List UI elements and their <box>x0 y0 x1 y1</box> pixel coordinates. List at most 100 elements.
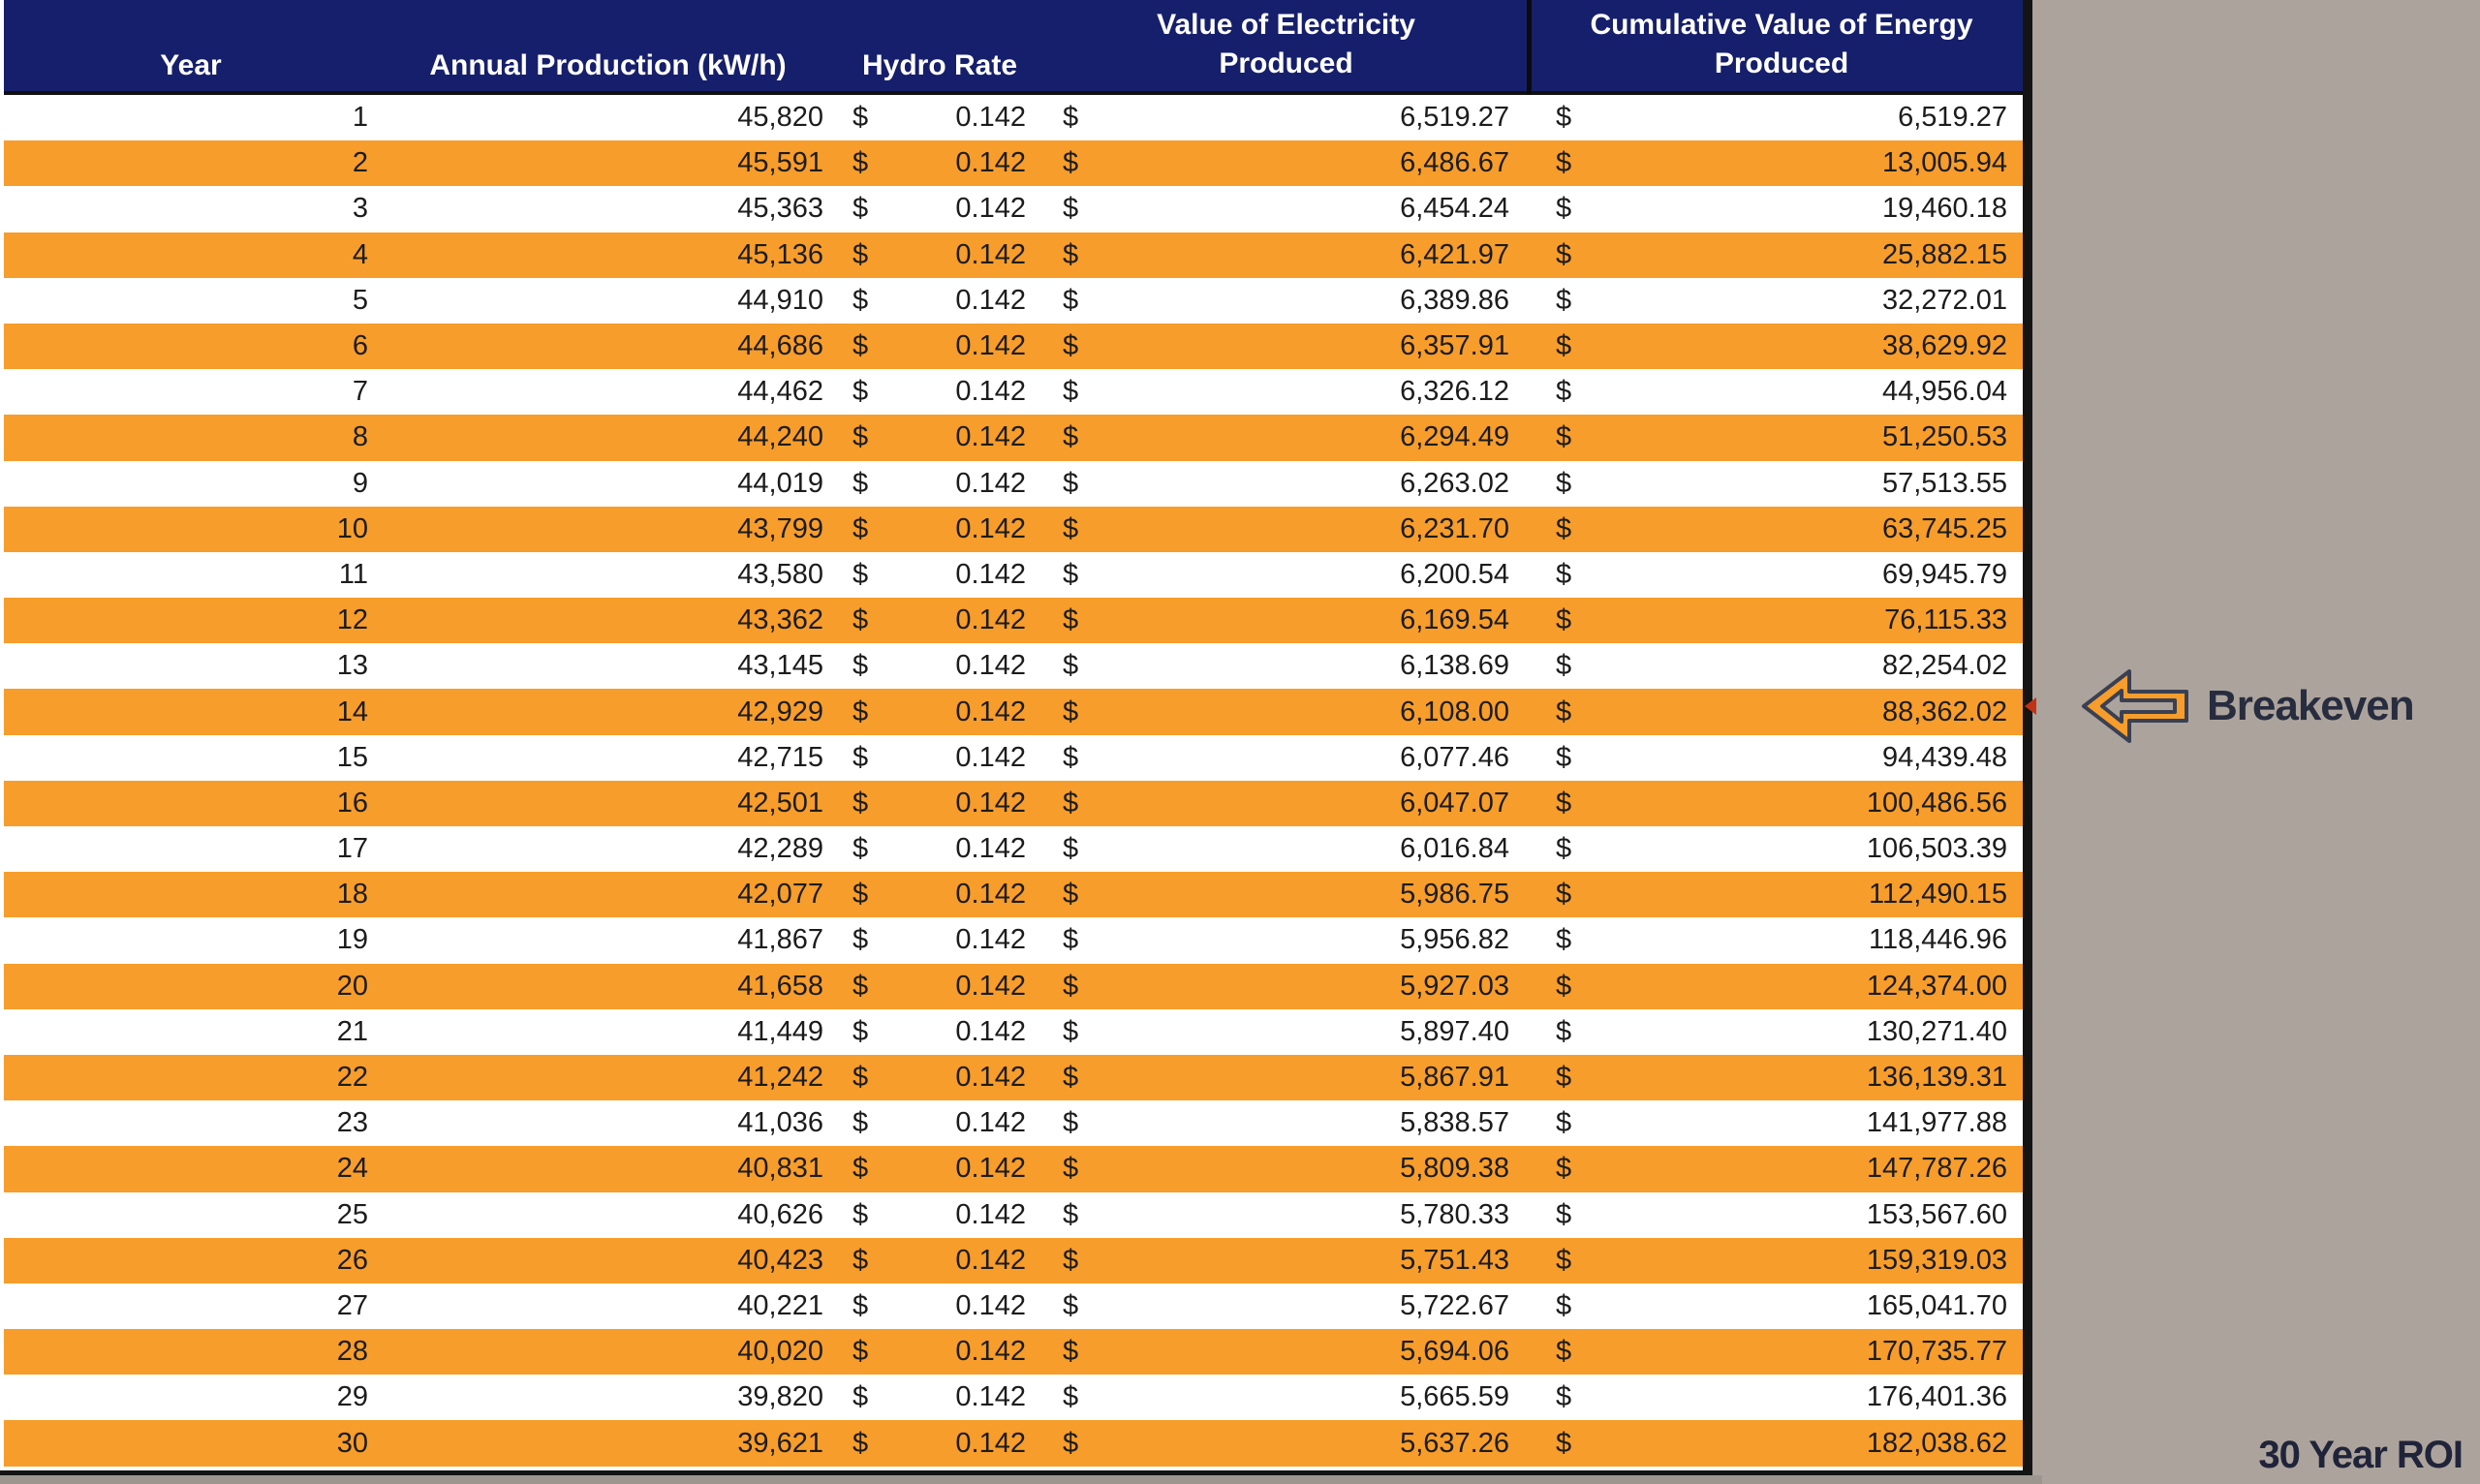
cumulative-value-cell: $63,745.25 <box>1531 507 2032 552</box>
year-cell: 9 <box>352 467 368 499</box>
cumulative-value-cell: $57,513.55 <box>1531 461 2032 507</box>
hydro-rate-cell-amount: 0.142 <box>955 1381 1026 1413</box>
currency-symbol: $ <box>1556 558 1572 590</box>
cumulative-value-cell-amount: 136,139.31 <box>1866 1062 2007 1094</box>
hydro-rate-cell: $0.142 <box>838 1238 1041 1283</box>
currency-symbol: $ <box>852 421 869 453</box>
year-cell: 25 <box>336 1198 368 1230</box>
production-value-table: Year Annual Production (kW/h) Hydro Rate… <box>0 0 2032 1475</box>
hydro-rate-cell: $0.142 <box>838 1375 1041 1420</box>
electricity-value-cell: $5,780.33 <box>1041 1192 1531 1238</box>
currency-symbol: $ <box>1556 467 1572 499</box>
hydro-rate-cell-amount: 0.142 <box>955 1427 1026 1459</box>
table-row: 25 40,626 $0.142 $5,780.33 $153,567.60 <box>4 1191 2023 1238</box>
currency-symbol: $ <box>1063 147 1079 179</box>
electricity-value-cell-amount: 6,231.70 <box>1400 512 1509 544</box>
currency-symbol: $ <box>852 1336 869 1368</box>
currency-symbol: $ <box>852 102 869 134</box>
currency-symbol: $ <box>852 1244 869 1276</box>
table-bottom-shadow <box>0 1475 2042 1484</box>
currency-symbol: $ <box>1063 1062 1079 1094</box>
currency-symbol: $ <box>1063 238 1079 270</box>
cumulative-value-cell-amount: 19,460.18 <box>1881 193 2007 225</box>
cumulative-value-cell: $112,490.15 <box>1531 872 2032 917</box>
hydro-rate-cell-amount: 0.142 <box>955 696 1026 727</box>
year-cell: 5 <box>352 284 368 316</box>
electricity-value-cell: $6,200.54 <box>1041 552 1531 598</box>
electricity-value-cell: $6,357.91 <box>1041 324 1531 369</box>
hydro-rate-cell-amount: 0.142 <box>955 421 1026 453</box>
hydro-rate-cell: $0.142 <box>838 1283 1041 1329</box>
electricity-value-cell-amount: 6,108.00 <box>1400 696 1509 727</box>
electricity-value-cell: $6,138.69 <box>1041 643 1531 689</box>
currency-symbol: $ <box>1063 970 1079 1002</box>
cumulative-value-cell: $176,401.36 <box>1531 1375 2032 1420</box>
annual-production-cell: 42,715 <box>737 741 823 773</box>
hydro-rate-cell-amount: 0.142 <box>955 1336 1026 1368</box>
hydro-rate-cell-amount: 0.142 <box>955 1289 1026 1321</box>
currency-symbol: $ <box>852 558 869 590</box>
hydro-rate-cell: $0.142 <box>838 598 1041 643</box>
cumulative-value-cell-amount: 153,567.60 <box>1866 1198 2007 1230</box>
cumulative-value-cell: $13,005.94 <box>1531 140 2032 186</box>
currency-symbol: $ <box>1556 1062 1572 1094</box>
currency-symbol: $ <box>852 696 869 727</box>
hydro-rate-cell-amount: 0.142 <box>955 924 1026 956</box>
hydro-rate-cell-amount: 0.142 <box>955 604 1026 636</box>
annual-production-cell: 39,820 <box>737 1381 823 1413</box>
currency-symbol: $ <box>852 284 869 316</box>
cumulative-value-cell-amount: 94,439.48 <box>1881 741 2007 773</box>
table-row: 4 45,136 $0.142 $6,421.97 $25,882.15 <box>4 232 2023 278</box>
currency-symbol: $ <box>1556 696 1572 727</box>
hydro-rate-cell: $0.142 <box>838 735 1041 781</box>
annual-production-cell: 42,501 <box>737 787 823 819</box>
table-row: 13 43,145 $0.142 $6,138.69 $82,254.02 <box>4 643 2023 690</box>
hydro-rate-cell: $0.142 <box>838 95 1041 140</box>
electricity-value-cell-amount: 5,897.40 <box>1400 1015 1509 1047</box>
electricity-value-cell: $6,108.00 <box>1041 689 1531 734</box>
currency-symbol: $ <box>1063 512 1079 544</box>
hydro-rate-cell-amount: 0.142 <box>955 284 1026 316</box>
hydro-rate-cell: $0.142 <box>838 1420 1041 1466</box>
hydro-rate-cell: $0.142 <box>838 1329 1041 1375</box>
currency-symbol: $ <box>852 512 869 544</box>
cumulative-value-cell: $124,374.00 <box>1531 964 2032 1009</box>
year-cell: 7 <box>352 376 368 408</box>
hydro-rate-cell: $0.142 <box>838 232 1041 278</box>
hydro-rate-cell-amount: 0.142 <box>955 1153 1026 1185</box>
annual-production-cell: 41,036 <box>737 1107 823 1139</box>
table-row: 6 44,686 $0.142 $6,357.91 $38,629.92 <box>4 323 2023 370</box>
currency-symbol: $ <box>1556 102 1572 134</box>
electricity-value-cell-amount: 6,138.69 <box>1400 650 1509 682</box>
currency-symbol: $ <box>1556 147 1572 179</box>
column-header-cumulative-value: Cumulative Value of Energy Produced <box>1590 9 1973 79</box>
hydro-rate-cell-amount: 0.142 <box>955 741 1026 773</box>
table-row: 8 44,240 $0.142 $6,294.49 $51,250.53 <box>4 415 2023 461</box>
currency-symbol: $ <box>1063 102 1079 134</box>
table-row: 19 41,867 $0.142 $5,956.82 $118,446.96 <box>4 917 2023 964</box>
annual-production-cell: 40,020 <box>737 1336 823 1368</box>
currency-symbol: $ <box>1063 330 1079 362</box>
cumulative-value-cell-amount: 88,362.02 <box>1881 696 2007 727</box>
cumulative-value-cell: $106,503.39 <box>1531 826 2032 872</box>
year-cell: 16 <box>336 787 368 819</box>
currency-symbol: $ <box>1063 1427 1079 1459</box>
currency-symbol: $ <box>1063 787 1079 819</box>
currency-symbol: $ <box>1556 970 1572 1002</box>
currency-symbol: $ <box>1063 193 1079 225</box>
hydro-rate-cell: $0.142 <box>838 1009 1041 1055</box>
year-cell: 8 <box>352 421 368 453</box>
annual-production-cell: 42,289 <box>737 833 823 865</box>
hydro-rate-cell: $0.142 <box>838 872 1041 917</box>
cumulative-value-cell: $153,567.60 <box>1531 1192 2032 1238</box>
table-row: 24 40,831 $0.142 $5,809.38 $147,787.26 <box>4 1146 2023 1192</box>
hydro-rate-cell-amount: 0.142 <box>955 102 1026 134</box>
year-cell: 24 <box>336 1153 368 1185</box>
currency-symbol: $ <box>1556 787 1572 819</box>
hydro-rate-cell: $0.142 <box>838 1146 1041 1191</box>
electricity-value-cell-amount: 5,665.59 <box>1400 1381 1509 1413</box>
currency-symbol: $ <box>1063 1107 1079 1139</box>
currency-symbol: $ <box>1063 1153 1079 1185</box>
annual-production-cell: 44,240 <box>737 421 823 453</box>
hydro-rate-cell: $0.142 <box>838 415 1041 460</box>
